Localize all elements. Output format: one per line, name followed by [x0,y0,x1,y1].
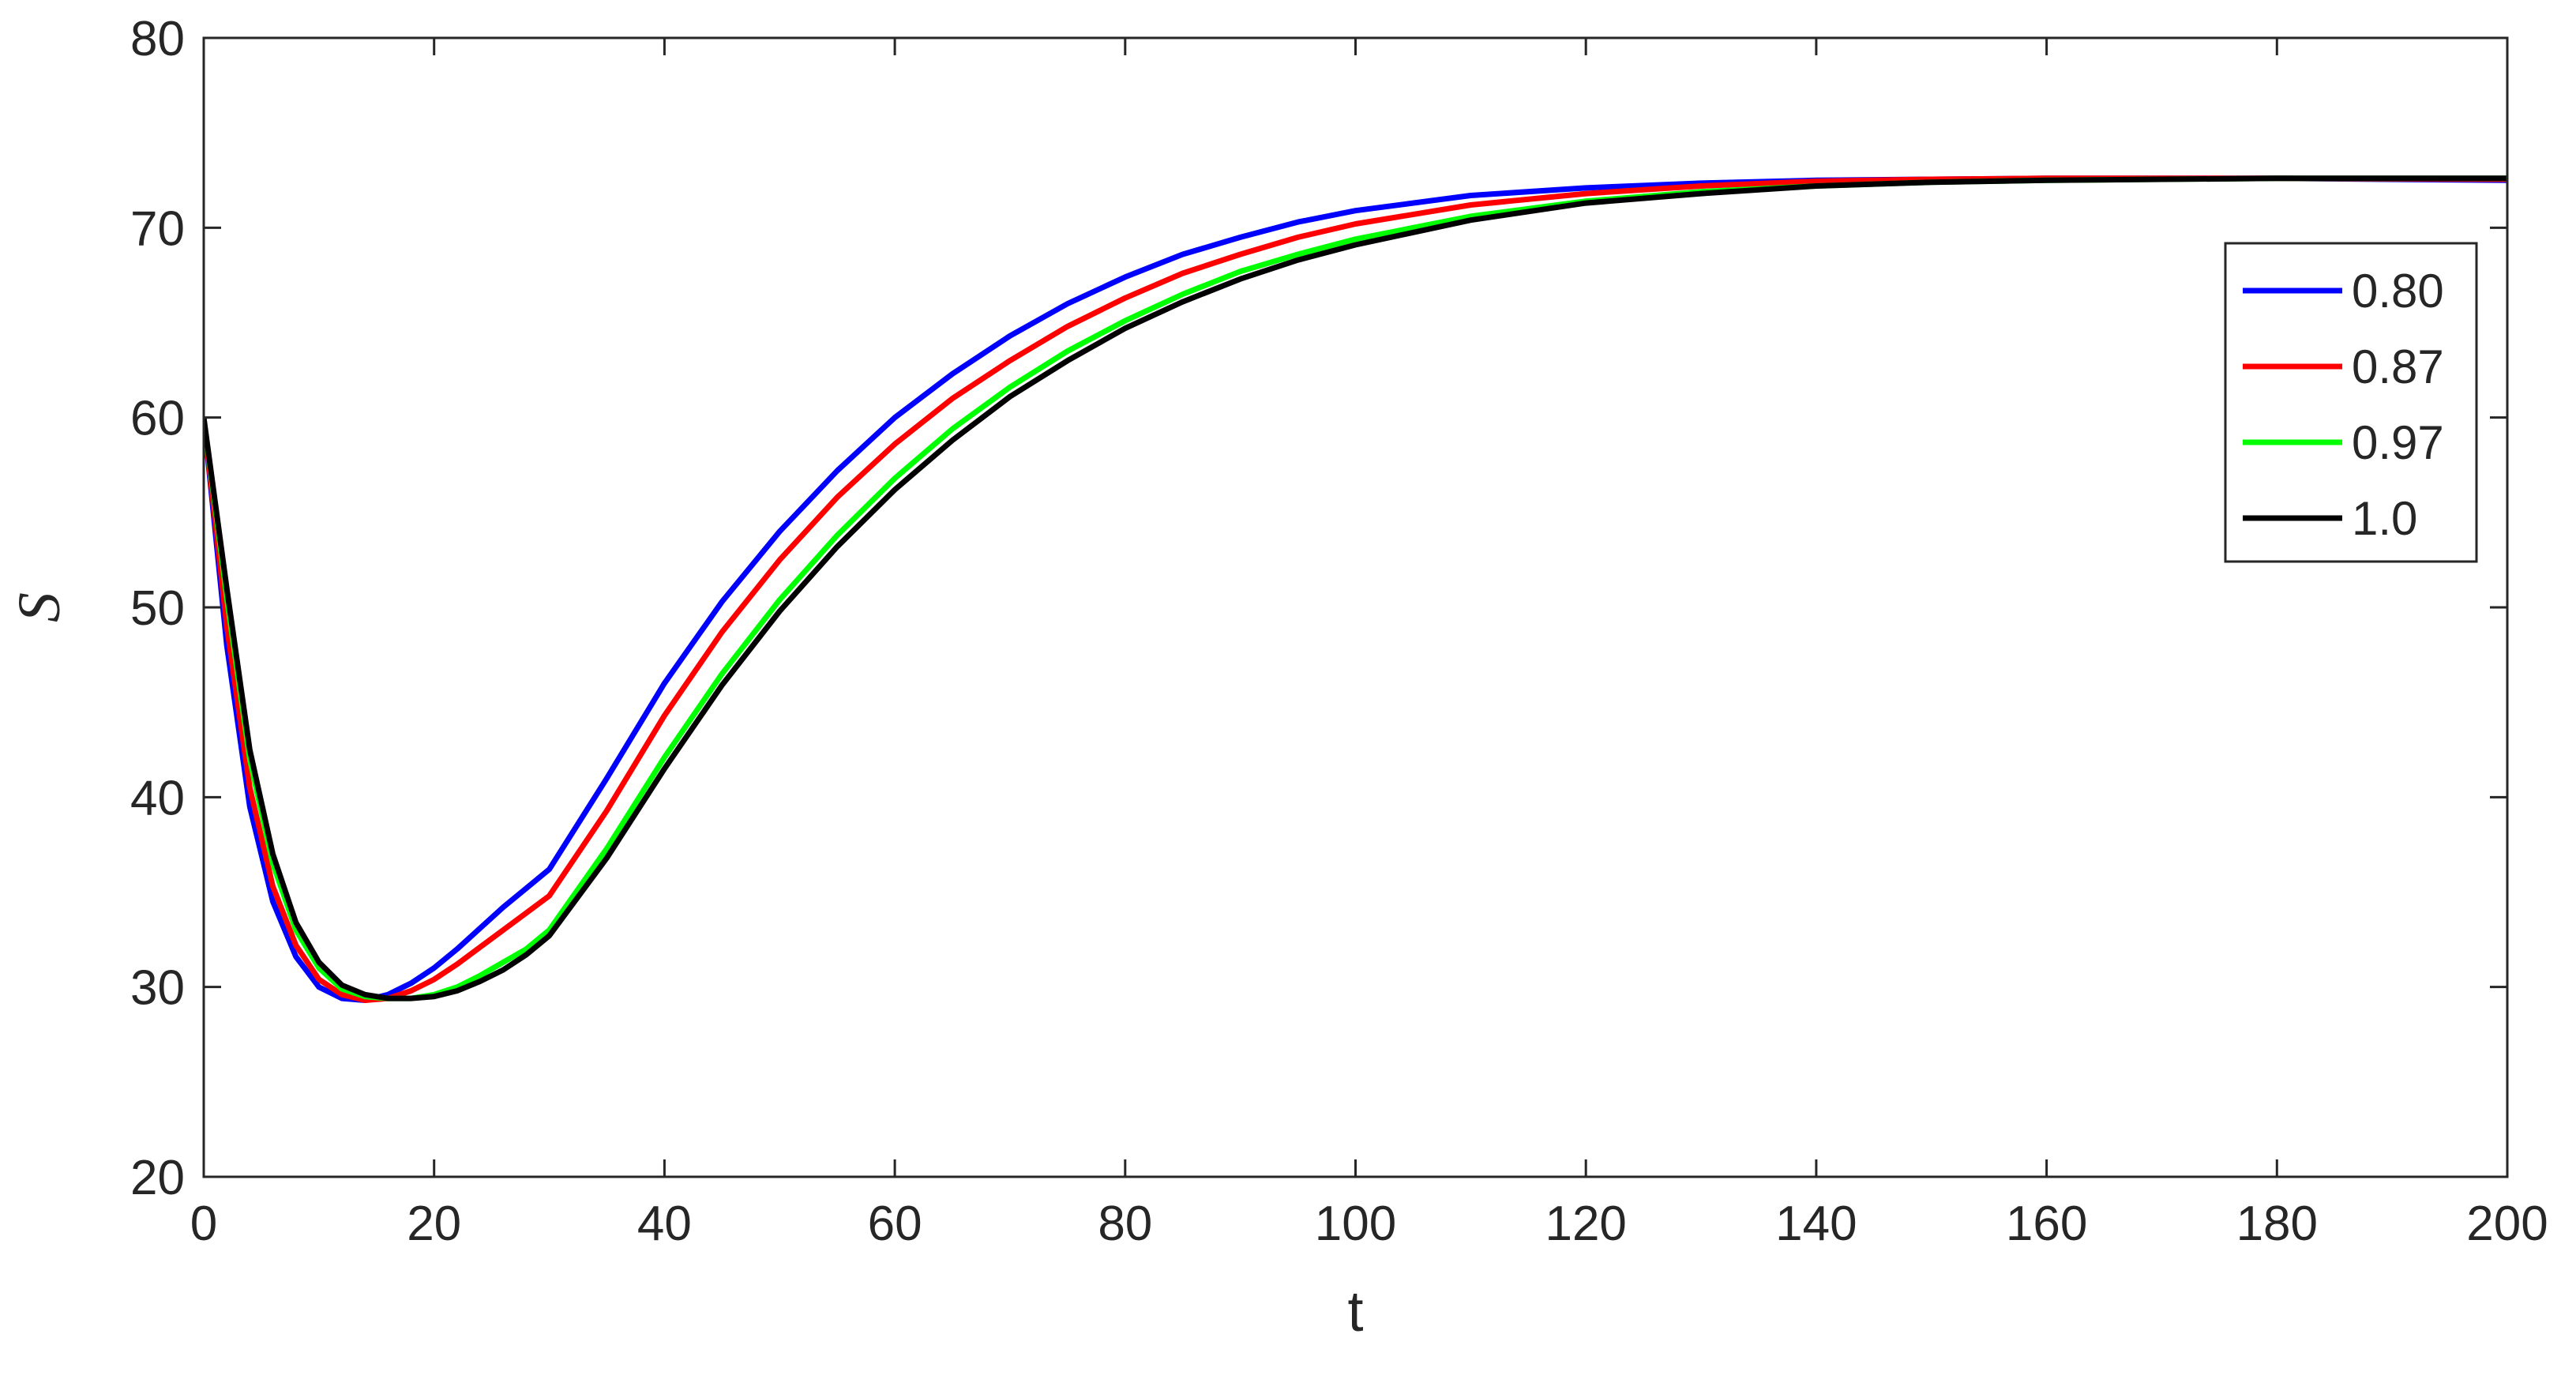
y-tick-label: 60 [130,392,185,446]
x-tick-label: 0 [190,1197,217,1251]
x-tick-label: 180 [2236,1197,2318,1251]
legend-label: 0.87 [2352,340,2444,393]
x-tick-label: 80 [1098,1197,1152,1251]
legend-label: 0.80 [2352,265,2444,318]
x-tick-label: 160 [2006,1197,2087,1251]
x-tick-label: 60 [868,1197,922,1251]
x-axis-ticks: 0 20 40 60 80 100 120 140 160 180 200 [190,38,2548,1251]
x-tick-label: 140 [1775,1197,1857,1251]
series-line-1.0 [204,175,2507,1001]
y-tick-label: 20 [130,1151,185,1205]
legend: 0.80 0.87 0.97 1.0 [2224,242,2478,563]
y-axis-ticks: 20 30 40 50 60 70 80 [130,12,2507,1205]
y-tick-label: 80 [130,12,185,66]
x-axis-label: t [1347,1280,1363,1343]
x-tick-label: 200 [2466,1197,2548,1251]
y-tick-label: 30 [130,961,185,1016]
series-line-0.80 [204,175,2507,1003]
y-tick-label: 50 [130,581,185,636]
y-tick-label: 70 [130,201,185,256]
x-tick-label: 40 [637,1197,692,1251]
x-tick-label: 100 [1315,1197,1396,1251]
series-line-0.87 [204,175,2507,1003]
x-tick-label: 20 [407,1197,461,1251]
legend-box [2224,242,2478,563]
y-axis-label: S [6,592,73,622]
x-tick-label: 120 [1545,1197,1626,1251]
y-tick-label: 40 [130,771,185,825]
series-group [204,175,2507,1003]
legend-label: 1.0 [2352,492,2417,545]
legend-label: 0.97 [2352,416,2444,469]
